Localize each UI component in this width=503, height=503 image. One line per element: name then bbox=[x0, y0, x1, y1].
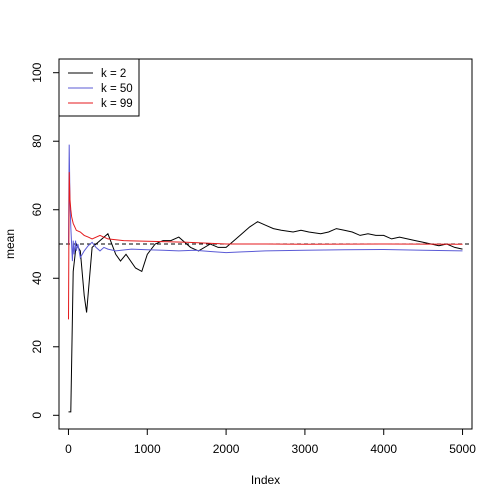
x-axis-label: Index bbox=[251, 473, 280, 487]
legend-label-k99: k = 99 bbox=[101, 98, 133, 110]
y-tick-label: 20 bbox=[30, 340, 44, 354]
x-tick-label: 1000 bbox=[134, 442, 161, 456]
legend: k = 2 k = 50 k = 99 bbox=[58, 58, 140, 117]
x-tick-label: 3000 bbox=[292, 442, 319, 456]
y-tick-label: 40 bbox=[30, 271, 44, 285]
x-axis: 0 1000 2000 3000 4000 5000 bbox=[65, 428, 476, 456]
y-tick-label: 100 bbox=[30, 62, 44, 82]
y-tick-label: 80 bbox=[30, 134, 44, 148]
legend-label-k50: k = 50 bbox=[101, 83, 133, 95]
x-tick-label: 0 bbox=[65, 442, 72, 456]
series-line-k2 bbox=[68, 221, 463, 413]
y-tick-label: 60 bbox=[30, 203, 44, 217]
x-tick-label: 4000 bbox=[370, 442, 397, 456]
series-line-k50 bbox=[68, 144, 463, 262]
y-tick-label: 0 bbox=[30, 412, 44, 419]
x-tick-label: 2000 bbox=[213, 442, 240, 456]
legend-label-k2: k = 2 bbox=[101, 68, 126, 80]
series-group bbox=[68, 144, 463, 413]
legend-box bbox=[58, 58, 140, 117]
x-tick-label: 5000 bbox=[449, 442, 476, 456]
series-line-k99 bbox=[68, 172, 463, 320]
y-axis-label: mean bbox=[3, 229, 17, 259]
y-axis: 0 20 40 60 80 100 bbox=[30, 62, 60, 419]
